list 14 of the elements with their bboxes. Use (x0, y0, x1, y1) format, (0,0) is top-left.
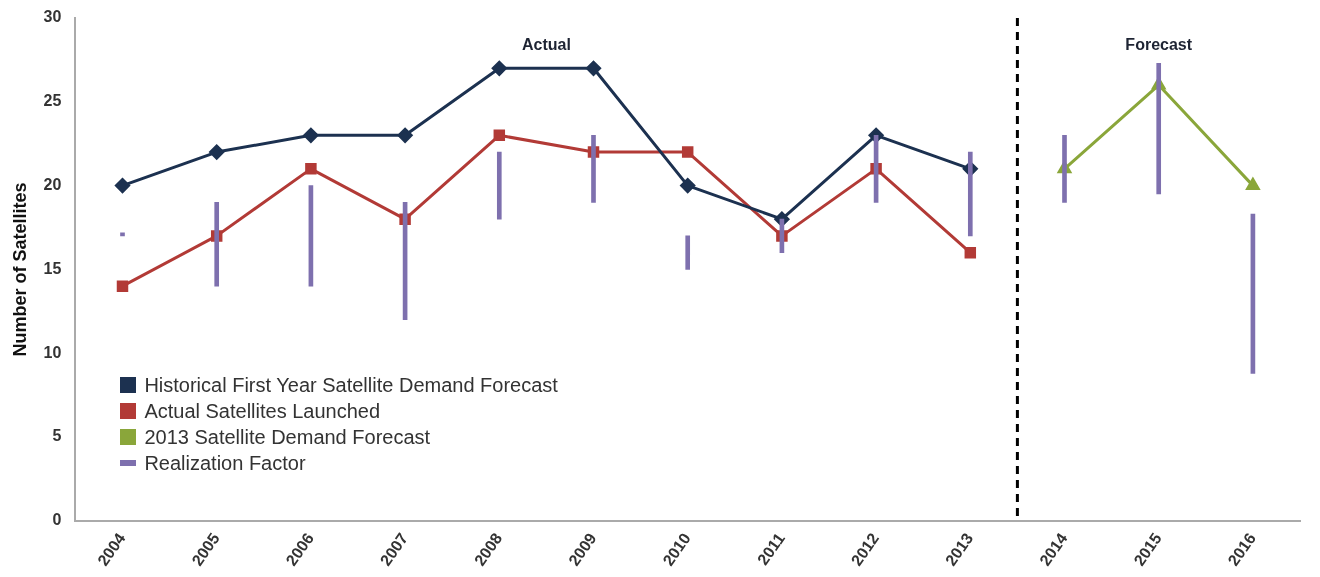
y-tick-label: 30 (43, 8, 62, 26)
y-axis-title: Number of Satellites (9, 182, 30, 357)
y-tick-label: 25 (43, 92, 62, 110)
legend-label: 2013 Satellite Demand Forecast (144, 424, 431, 450)
y-tick-label: 5 (52, 427, 62, 445)
y-tick-label: 15 (43, 259, 62, 277)
annotation: Forecast (1125, 36, 1193, 54)
legend-label: Realization Factor (144, 450, 306, 476)
y-tick-label: 20 (43, 176, 62, 194)
y-tick-label: 10 (43, 343, 62, 361)
annotation: Actual (521, 36, 571, 54)
legend-label: Actual Satellites Launched (144, 398, 381, 424)
legend-label: Historical First Year Satellite Demand Forecast (144, 372, 558, 398)
y-tick-label: 0 (52, 511, 62, 529)
